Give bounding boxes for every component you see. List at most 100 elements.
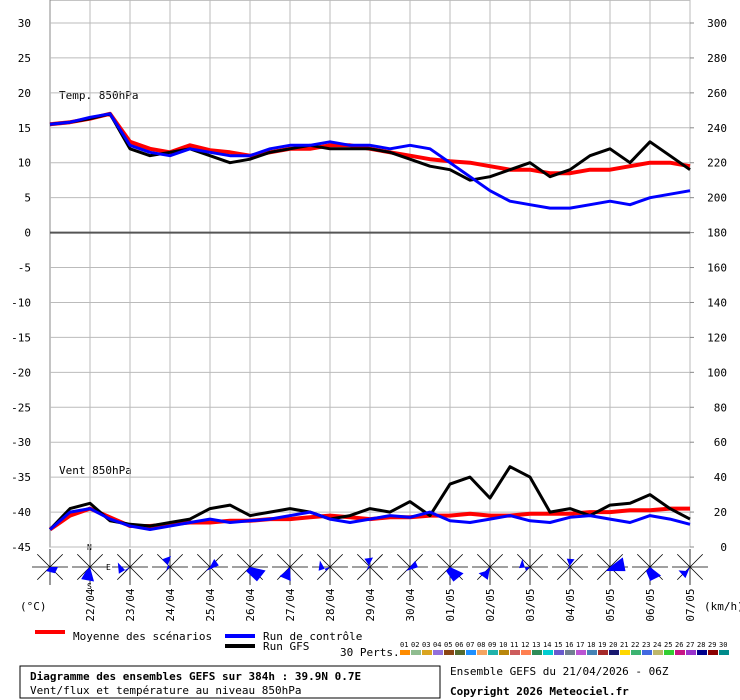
rose-petal — [678, 567, 690, 579]
pert-swatch — [642, 650, 652, 655]
pert-label: 18 — [587, 641, 595, 649]
pert-swatch — [411, 650, 421, 655]
rose-spoke — [289, 553, 304, 568]
rose-petal — [446, 567, 464, 582]
pert-label: 04 — [433, 641, 441, 649]
rose-spoke — [249, 553, 264, 568]
y-tick-label: 15 — [18, 122, 31, 135]
rose-spoke — [369, 553, 384, 568]
rose-spoke — [609, 553, 624, 568]
pert-swatch — [433, 650, 443, 655]
rose-spoke — [129, 566, 144, 581]
rose-spoke — [169, 566, 184, 581]
x-tick-label: 23/04 — [124, 588, 137, 621]
legend-label: Run GFS — [263, 640, 309, 653]
pert-swatch — [576, 650, 586, 655]
pert-label: 09 — [488, 641, 496, 649]
rose-spoke — [489, 566, 504, 581]
rose-spoke — [49, 553, 64, 568]
rose-spoke — [396, 553, 411, 568]
pert-swatch — [675, 650, 685, 655]
x-tick-label: 30/04 — [404, 588, 417, 621]
pert-label: 14 — [543, 641, 551, 649]
legend-label: Moyenne des scénarios — [73, 630, 212, 643]
pert-label: 23 — [642, 641, 650, 649]
wind-rose — [72, 549, 108, 585]
pert-swatch — [587, 650, 597, 655]
rose-spoke — [329, 566, 344, 581]
copyright: Copyright 2026 Meteociel.fr — [450, 685, 629, 698]
x-tick-label: 05/05 — [604, 588, 617, 621]
pert-label: 12 — [521, 641, 529, 649]
y-tick-label: 25 — [18, 52, 31, 65]
wind-rose — [432, 549, 468, 585]
rose-spoke — [329, 553, 344, 568]
pert-swatch — [466, 650, 476, 655]
pert-swatch — [598, 650, 608, 655]
pert-swatch — [422, 650, 432, 655]
pert-swatch — [631, 650, 641, 655]
pert-swatch — [664, 650, 674, 655]
rose-spoke — [196, 553, 211, 568]
rose-spoke — [409, 566, 424, 581]
pert-swatch — [554, 650, 564, 655]
x-tick-label: 27/04 — [284, 588, 297, 621]
y2-tick-label: 20 — [714, 506, 727, 519]
pert-label: 13 — [532, 641, 540, 649]
rose-label: E — [106, 563, 111, 572]
rose-spoke — [436, 553, 451, 568]
y2-tick-label: 200 — [707, 192, 727, 205]
pert-label: 01 — [400, 641, 408, 649]
rose-spoke — [596, 553, 611, 568]
pert-label: 16 — [565, 641, 573, 649]
rose-spoke — [476, 553, 491, 568]
rose-petal — [478, 567, 490, 580]
wind-rose — [512, 549, 548, 585]
y2-tick-label: 220 — [707, 157, 727, 170]
y-tick-label: -10 — [11, 296, 31, 309]
temp-line — [49, 112, 691, 210]
pert-label: 26 — [675, 641, 683, 649]
pert-label: 15 — [554, 641, 562, 649]
rose-spoke — [449, 553, 464, 568]
rose-spoke — [276, 553, 291, 568]
pert-label: 17 — [576, 641, 584, 649]
run-info: Ensemble GEFS du 21/04/2026 - 06Z — [450, 665, 669, 678]
rose-spoke — [76, 553, 91, 568]
pert-label: 21 — [620, 641, 628, 649]
y2-tick-label: 180 — [707, 227, 727, 240]
wind-rose — [112, 549, 148, 585]
pert-swatch — [532, 650, 542, 655]
rose-spoke — [116, 566, 131, 581]
x-tick-label: 29/04 — [364, 588, 377, 621]
pert-label: 11 — [510, 641, 518, 649]
rose-spoke — [236, 553, 251, 568]
pert-label: 05 — [444, 641, 452, 649]
x-tick-label: 06/05 — [644, 588, 657, 621]
pert-label: 30 — [719, 641, 727, 649]
rose-petal — [519, 559, 530, 571]
grid — [50, 0, 691, 548]
y-tick-label: -35 — [11, 471, 31, 484]
y-tick-label: -45 — [11, 541, 31, 554]
rose-spoke — [569, 553, 584, 568]
rose-spoke — [209, 566, 224, 581]
x-tick-label: 02/05 — [484, 588, 497, 621]
rose-petal — [406, 560, 418, 571]
rose-spoke — [636, 553, 651, 568]
pert-swatch — [686, 650, 696, 655]
pert-swatch — [708, 650, 718, 655]
pert-label: 27 — [686, 641, 694, 649]
x-tick-label: 28/04 — [324, 588, 337, 621]
wind-rose — [672, 549, 708, 585]
wind-line — [48, 465, 691, 531]
y2-tick-label: 160 — [707, 262, 727, 275]
y2-tick-label: 40 — [714, 471, 727, 484]
pert-label: 06 — [455, 641, 463, 649]
rose-spoke — [236, 566, 251, 581]
rose-spoke — [689, 553, 704, 568]
y2-tick-label: 80 — [714, 401, 727, 414]
wind-rose — [152, 549, 188, 585]
rose-petal — [46, 567, 58, 574]
pert-swatch — [400, 650, 410, 655]
